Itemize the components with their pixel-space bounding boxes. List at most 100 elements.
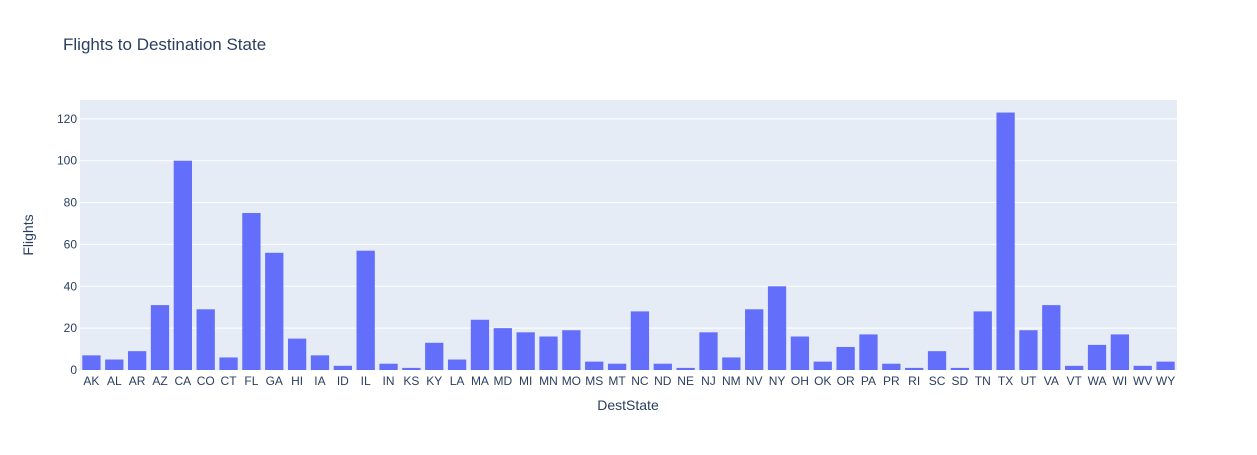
bar-sd[interactable] <box>950 367 970 370</box>
bar-ks[interactable] <box>402 367 421 370</box>
x-tick-label: NM <box>722 374 741 388</box>
bar-nc[interactable] <box>630 311 650 370</box>
x-tick-label: VA <box>1044 374 1059 388</box>
x-tick-label: CA <box>175 374 192 388</box>
plot-area <box>80 100 1177 370</box>
bar-tn[interactable] <box>973 311 992 370</box>
bar-ny[interactable] <box>767 286 787 370</box>
x-tick-label: KS <box>403 374 419 388</box>
bar-mi[interactable] <box>516 332 535 370</box>
x-tick-label: ID <box>337 374 349 388</box>
x-tick-label: IN <box>383 374 395 388</box>
bar-ia[interactable] <box>310 355 330 370</box>
x-tick-label: NV <box>746 374 763 388</box>
bar-ak[interactable] <box>82 355 101 370</box>
bar-nd[interactable] <box>653 363 672 370</box>
bar-mn[interactable] <box>539 336 558 370</box>
bar-vt[interactable] <box>1065 365 1084 370</box>
bar-va[interactable] <box>1042 305 1061 370</box>
bar-ca[interactable] <box>173 160 192 370</box>
x-tick-label: AZ <box>152 374 167 388</box>
bar-wa[interactable] <box>1087 344 1107 370</box>
x-tick-label: IA <box>314 374 325 388</box>
bar-or[interactable] <box>836 346 855 370</box>
bar-nm[interactable] <box>722 357 741 370</box>
x-tick-label: MI <box>519 374 532 388</box>
x-axis-title: DestState <box>597 397 659 413</box>
x-tick-label: SD <box>952 374 969 388</box>
x-tick-label: HI <box>291 374 303 388</box>
x-tick-label: NY <box>769 374 786 388</box>
x-tick-label: ND <box>654 374 672 388</box>
bar-ma[interactable] <box>470 319 490 370</box>
y-tick-label: 80 <box>64 196 78 210</box>
bar-wy[interactable] <box>1156 361 1175 370</box>
x-tick-label: GA <box>266 374 283 388</box>
x-tick-label: MS <box>585 374 603 388</box>
x-tick-label: WA <box>1088 374 1107 388</box>
bar-md[interactable] <box>493 328 512 370</box>
bar-ne[interactable] <box>676 367 695 370</box>
bar-al[interactable] <box>105 359 124 370</box>
bar-in[interactable] <box>379 363 398 370</box>
bar-tx[interactable] <box>996 112 1015 370</box>
bar-la[interactable] <box>447 359 467 370</box>
bar-fl[interactable] <box>242 213 261 370</box>
y-tick-label: 60 <box>64 237 78 251</box>
x-tick-label: MA <box>471 374 489 388</box>
x-tick-label: SC <box>929 374 946 388</box>
bar-co[interactable] <box>196 309 215 370</box>
bar-ut[interactable] <box>1019 330 1038 370</box>
x-tick-label: WY <box>1156 374 1175 388</box>
x-tick-label: CT <box>221 374 238 388</box>
y-tick-label: 40 <box>64 279 78 293</box>
bar-ri[interactable] <box>905 367 924 370</box>
x-tick-label: NE <box>677 374 694 388</box>
x-tick-label: NC <box>631 374 649 388</box>
bar-ar[interactable] <box>127 351 147 370</box>
y-axis-ticks: 0 20 40 60 80 100 120 <box>57 112 77 377</box>
bar-wi[interactable] <box>1110 334 1130 370</box>
x-tick-label: TX <box>998 374 1013 388</box>
bar-pr[interactable] <box>882 363 901 370</box>
x-tick-label: MT <box>608 374 626 388</box>
bar-il[interactable] <box>356 250 375 370</box>
bar-id[interactable] <box>333 365 352 370</box>
x-tick-label: NJ <box>701 374 716 388</box>
bar-ct[interactable] <box>219 357 238 370</box>
x-tick-label: RI <box>908 374 920 388</box>
x-tick-label: WI <box>1113 374 1128 388</box>
bar-mt[interactable] <box>607 363 627 370</box>
x-tick-label: MN <box>539 374 558 388</box>
bar-az[interactable] <box>150 305 170 370</box>
bar-ga[interactable] <box>265 252 284 370</box>
y-tick-label: 20 <box>64 321 78 335</box>
bar-hi[interactable] <box>287 338 307 370</box>
bar-mo[interactable] <box>562 330 581 370</box>
bar-wv[interactable] <box>1133 365 1152 370</box>
bar-sc[interactable] <box>927 351 947 370</box>
x-tick-label: OK <box>814 374 831 388</box>
bar-ms[interactable] <box>585 361 604 370</box>
bar-oh[interactable] <box>790 336 810 370</box>
bar-ky[interactable] <box>425 342 444 370</box>
x-tick-label: AL <box>107 374 122 388</box>
grid-lines <box>80 118 1177 329</box>
x-tick-label: AR <box>129 374 146 388</box>
x-tick-label: AK <box>83 374 99 388</box>
bar-nv[interactable] <box>745 309 764 370</box>
x-tick-label: MO <box>562 374 581 388</box>
x-tick-label: WV <box>1133 374 1152 388</box>
y-tick-label: 120 <box>57 112 77 126</box>
bar-nj[interactable] <box>699 332 718 370</box>
bar-ok[interactable] <box>813 361 832 370</box>
x-tick-label: PA <box>861 374 876 388</box>
y-tick-label: 100 <box>57 154 77 168</box>
x-tick-label: UT <box>1020 374 1037 388</box>
x-axis-ticks: AK AL AR AZ CA CO CT FL GA HI IA ID IL IN KS KY LA MA MD MI… <box>83 374 1175 388</box>
x-tick-label: IL <box>361 374 371 388</box>
chart-title: Flights to Destination State <box>63 35 266 54</box>
bar-pa[interactable] <box>859 334 878 370</box>
